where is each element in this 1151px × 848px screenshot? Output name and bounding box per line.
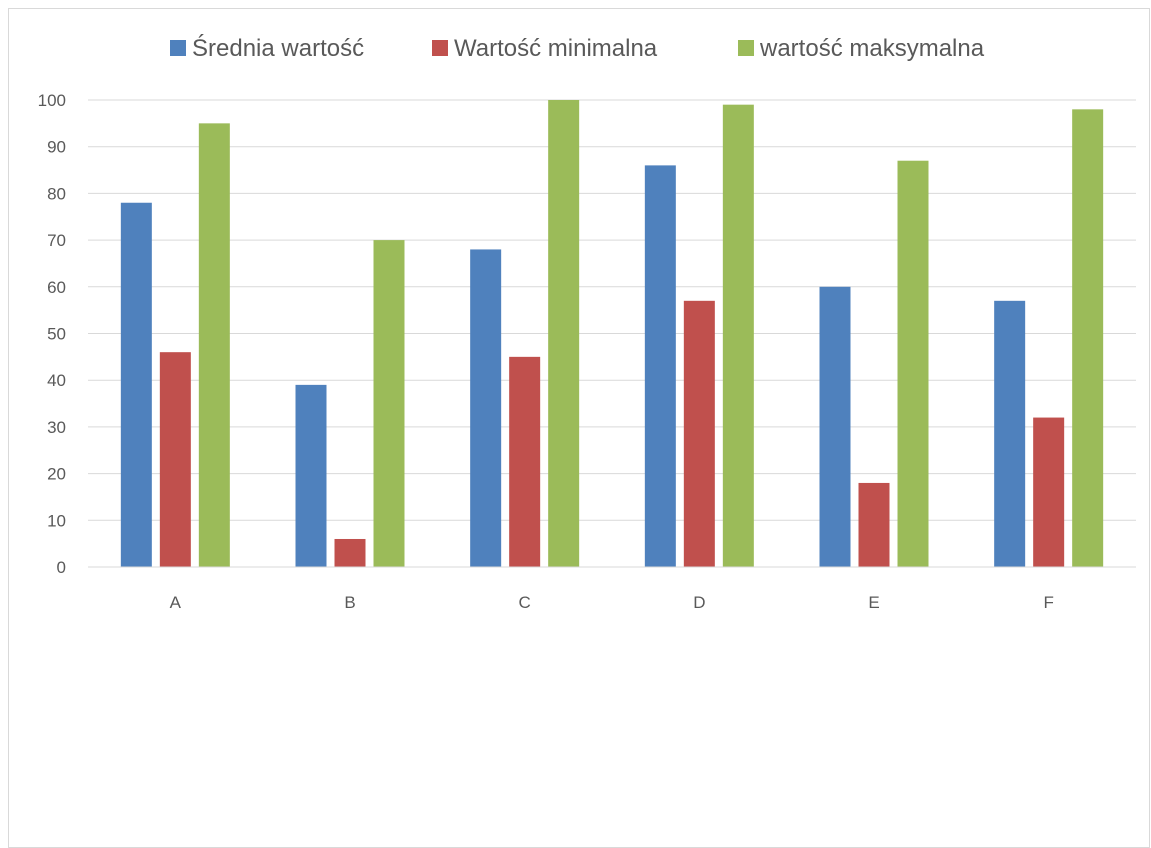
bar-chart: Średnia wartość Wartość minimalna wartość … bbox=[38, 34, 1136, 612]
bar-B-series-1 bbox=[295, 384, 327, 567]
y-tick-label: 0 bbox=[57, 558, 66, 577]
legend-swatch bbox=[432, 40, 448, 56]
y-tick-label: 80 bbox=[47, 184, 66, 203]
legend: Średnia wartość Wartość minimalna wartość … bbox=[170, 34, 985, 62]
bar-A-series-1 bbox=[120, 202, 152, 568]
bar-B-series-2 bbox=[334, 538, 366, 567]
bar-A-series-2 bbox=[159, 352, 191, 567]
bar-D-series-3 bbox=[722, 104, 754, 568]
bar-D-series-1 bbox=[644, 165, 676, 567]
y-tick-label: 60 bbox=[47, 278, 66, 297]
y-tick-label: 30 bbox=[47, 418, 66, 437]
legend-label: Średnia wartość bbox=[192, 34, 364, 62]
bars bbox=[120, 100, 1104, 568]
gridlines bbox=[88, 99, 1136, 521]
legend-swatch bbox=[170, 40, 186, 56]
x-tick-label: A bbox=[170, 593, 182, 612]
y-tick-label: 70 bbox=[47, 231, 66, 250]
bar-C-series-3 bbox=[548, 100, 580, 567]
bar-C-series-2 bbox=[509, 356, 541, 567]
x-tick-label: F bbox=[1043, 593, 1053, 612]
x-tick-label: E bbox=[868, 593, 879, 612]
bar-E-series-1 bbox=[819, 286, 851, 567]
legend-label: wartość maksymalna bbox=[759, 35, 985, 62]
y-tick-label: 40 bbox=[47, 371, 66, 390]
bar-F-series-1 bbox=[994, 300, 1026, 567]
bar-B-series-3 bbox=[373, 240, 405, 567]
x-tick-label: B bbox=[344, 593, 355, 612]
bar-C-series-1 bbox=[470, 249, 502, 567]
legend-swatch bbox=[738, 40, 754, 56]
x-tick-label: C bbox=[519, 593, 531, 612]
bar-F-series-2 bbox=[1033, 417, 1065, 567]
bar-F-series-3 bbox=[1072, 109, 1104, 567]
x-tick-label: D bbox=[693, 593, 705, 612]
bar-E-series-3 bbox=[897, 160, 929, 567]
bar-D-series-2 bbox=[683, 300, 715, 567]
y-tick-label: 100 bbox=[38, 91, 66, 110]
y-tick-label: 90 bbox=[47, 138, 66, 157]
x-axis-tick-labels: A B C D E F bbox=[170, 593, 1054, 612]
y-tick-label: 50 bbox=[47, 325, 66, 344]
y-axis-tick-labels: 0 10 20 30 40 50 60 70 80 90 100 bbox=[38, 91, 66, 577]
y-tick-label: 10 bbox=[47, 511, 66, 530]
y-tick-label: 20 bbox=[47, 465, 66, 484]
bar-A-series-3 bbox=[198, 123, 230, 567]
bar-E-series-2 bbox=[858, 482, 890, 567]
legend-label: Wartość minimalna bbox=[454, 35, 658, 62]
